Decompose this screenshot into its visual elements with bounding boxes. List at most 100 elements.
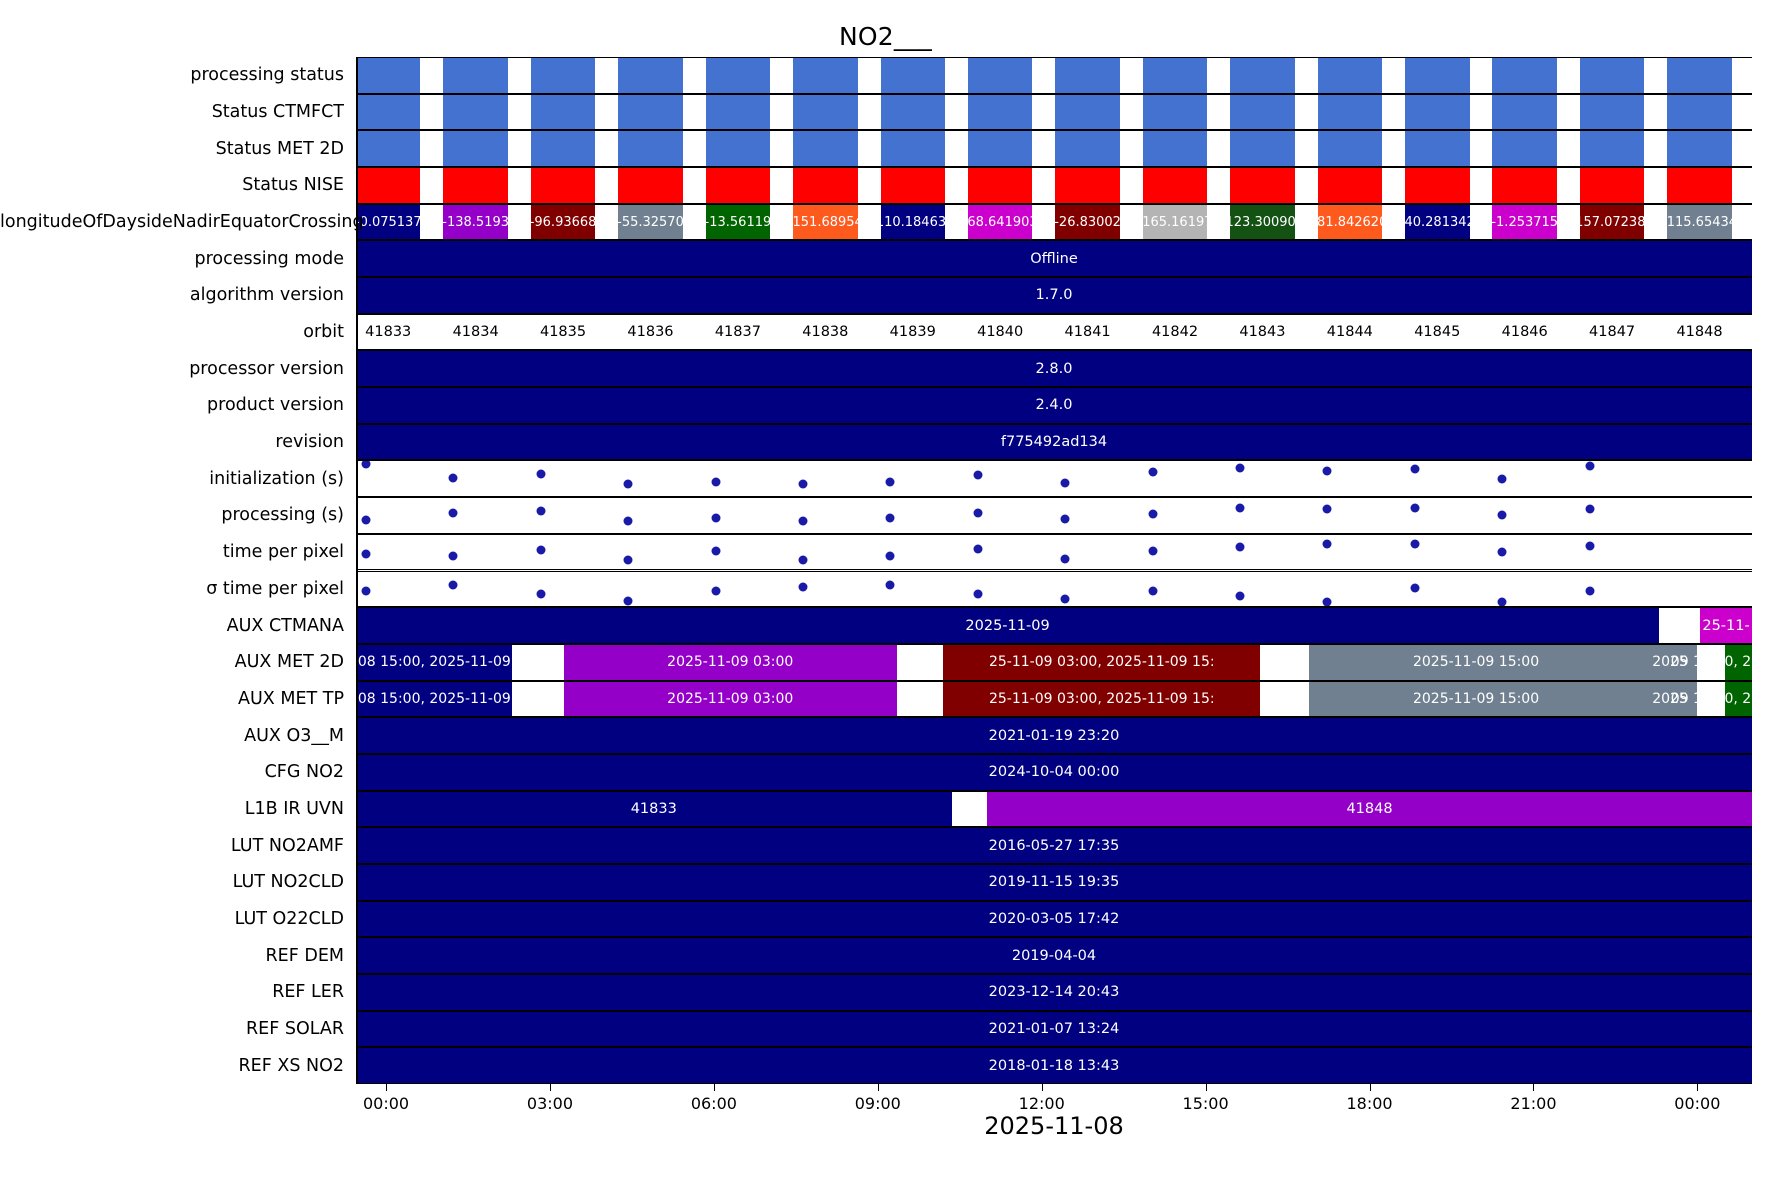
initialization-seconds: [356, 460, 1752, 498]
row-label-revision: revision: [275, 432, 344, 453]
orbit-value: 41837: [714, 324, 761, 341]
x-axis-tick: [1205, 1084, 1207, 1091]
processing-status: [356, 57, 1752, 94]
row-segment: [443, 58, 508, 93]
segment-label: 2018-01-18 13:43: [988, 1057, 1120, 1074]
data-point: [798, 582, 808, 592]
data-point: [536, 589, 546, 598]
x-axis-tick-label: 15:00: [1182, 1094, 1229, 1113]
chart-title: NO2___: [839, 22, 932, 51]
segment-label: -157.072387: [1570, 214, 1654, 230]
row-label-sigma-time-per-pixel: σ time per pixel: [206, 578, 344, 599]
row-segment: [793, 131, 858, 167]
segment-label: -13.56119: [704, 214, 772, 230]
data-point: [1585, 504, 1595, 514]
data-point: [885, 551, 895, 561]
data-point: [361, 549, 371, 559]
data-point: [711, 477, 721, 487]
row-label-initialization-seconds: initialization (s): [209, 468, 344, 489]
row-segment: 09 15:00, 2025-11-: [1671, 644, 1752, 680]
row-segment: 2025-11-09: [356, 608, 1660, 643]
row-label-status-ctmfct: Status CTMFCT: [211, 102, 344, 123]
data-point: [1497, 597, 1507, 607]
data-point: [623, 555, 633, 565]
x-axis-tick-label: 21:00: [1510, 1094, 1557, 1113]
row-segment: 2019-04-04: [356, 938, 1752, 973]
row-segment: 2025: [1642, 681, 1698, 717]
orbit-value: 41844: [1326, 324, 1373, 341]
segment-label: -96.93668: [529, 214, 597, 230]
row-segment: [1579, 58, 1645, 93]
row-segment: [443, 94, 508, 130]
data-point: [623, 596, 633, 606]
row-segment: 1.7.0: [356, 278, 1752, 313]
data-point: [711, 513, 721, 523]
orbit-value: 41847: [1589, 324, 1636, 341]
row-segment: -123.300909: [1221, 204, 1304, 240]
row-label-aux-ctmana: AUX CTMANA: [226, 615, 344, 636]
aux-o3-m: 2021-01-19 23:20: [356, 717, 1752, 754]
data-point: [711, 586, 721, 596]
data-point: [1410, 464, 1420, 474]
x-axis-tick: [713, 1084, 715, 1091]
segment-label: 2025-11-09: [965, 617, 1050, 634]
data-point: [1322, 504, 1332, 514]
row-segment: [1230, 58, 1295, 93]
segment-label: 2025-11-09 03:00: [667, 654, 794, 671]
row-segment: [967, 58, 1033, 93]
row-label-l1b-ir-uvn: L1B IR UVN: [244, 798, 344, 819]
segment-label: 1.7.0: [1035, 287, 1073, 304]
segment-label: 2025-11-09 15:00: [1412, 654, 1540, 671]
row-segment: 2021-01-07 13:24: [356, 1011, 1752, 1047]
row-segment: [530, 131, 596, 167]
row-segment: [880, 58, 945, 93]
data-point: [1060, 594, 1070, 604]
product-version: 2.4.0: [356, 387, 1752, 424]
segment-label: -110.184634: [871, 214, 955, 230]
row-segment: [1405, 131, 1470, 167]
row-segment: [1492, 131, 1557, 167]
x-axis-tick-label: 06:00: [690, 1094, 737, 1113]
orbit-value: 41842: [1151, 324, 1199, 341]
row-segment: [1492, 58, 1557, 93]
data-point: [1410, 503, 1420, 513]
row-label-ref-dem: REF DEM: [265, 945, 344, 966]
row-label-aux-o3-m: AUX O3__M: [244, 725, 344, 746]
row-segment: [1579, 131, 1645, 167]
segment-label: 25-11-09 03:00, 2025-11-09 15:: [988, 654, 1215, 671]
segment-label: 25-11-: [1702, 617, 1750, 634]
row-segment: [1230, 94, 1295, 130]
row-segment: 25-11-09 03:00, 2025-11-09 15:: [943, 644, 1261, 680]
segment-label: 25-11-09 03:00, 2025-11-09 15:: [988, 690, 1215, 707]
row-segment: -138.5193: [442, 204, 509, 240]
data-point: [361, 586, 371, 596]
row-label-processing-seconds: processing (s): [221, 505, 344, 526]
data-point: [536, 506, 546, 516]
row-segment: [880, 131, 945, 167]
data-point: [1322, 466, 1332, 476]
row-segment: [1667, 58, 1732, 93]
data-point: [798, 516, 808, 526]
row-segment: [1055, 58, 1120, 93]
ref-dem: 2019-04-04: [356, 937, 1752, 974]
data-point: [623, 479, 633, 489]
row-segment: -110.184634: [871, 204, 954, 240]
data-point: [1148, 467, 1158, 477]
row-segment: 2023-12-14 20:43: [356, 974, 1752, 1010]
row-segment: 2025-11-09 03:00: [563, 644, 897, 680]
row-segment: [967, 168, 1033, 203]
orbit-value: 41841: [1064, 324, 1111, 341]
row-segment: [793, 168, 858, 203]
row-segment: [1697, 644, 1725, 680]
row-segment: 2025-11-09 03:00: [563, 681, 897, 717]
x-axis-tick-label: 00:00: [1674, 1094, 1721, 1113]
data-point: [1148, 546, 1158, 556]
row-segment: [356, 94, 421, 130]
row-segment: 2019-11-15 19:35: [356, 864, 1752, 900]
row-segment: [530, 94, 596, 130]
row-segment: 41833: [356, 791, 952, 827]
time-per-pixel: [356, 533, 1752, 571]
row-label-lut-o22cld: LUT O22CLD: [234, 908, 344, 929]
segment-label: -151.68954: [787, 214, 863, 230]
row-label-cfg-no2: CFG NO2: [264, 762, 344, 783]
